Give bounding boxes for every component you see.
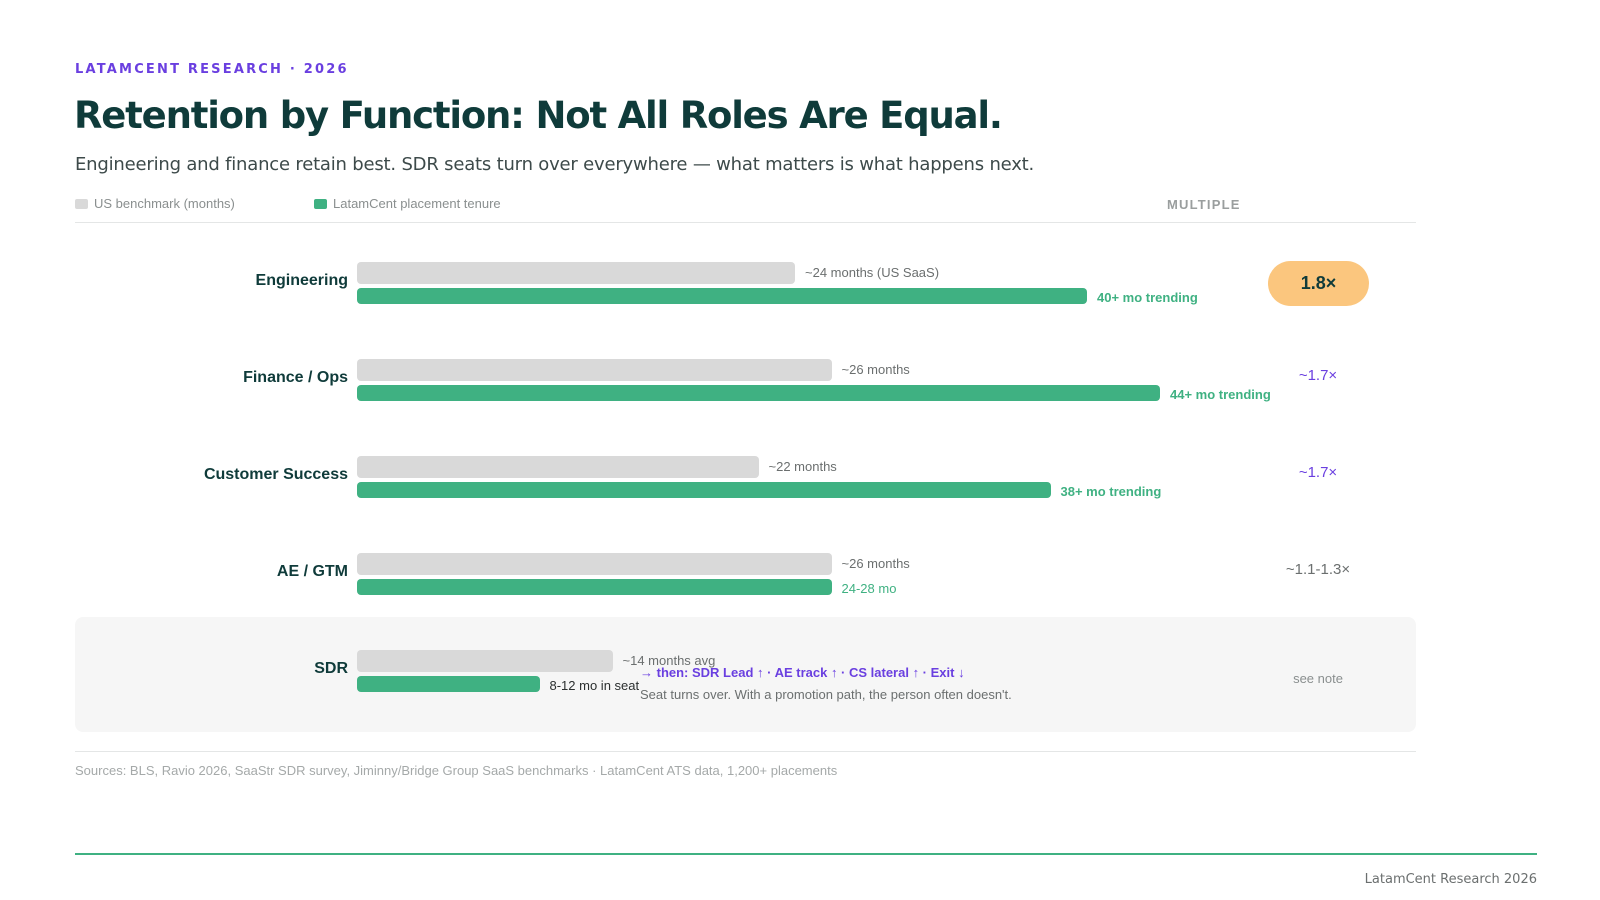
legend-us-swatch: [75, 198, 88, 209]
footer-credit: LatamCent Research 2026: [1364, 872, 1537, 887]
multiple-header: MULTIPLE: [1167, 197, 1241, 212]
bar-latamcent-tenure: [357, 676, 540, 692]
data-label-latamcent: 24-28 mo: [841, 581, 897, 596]
category-label: AE / GTM: [276, 563, 348, 580]
multiple-value: ~1.1-1.3×: [1285, 561, 1351, 578]
multiple-value: ~1.7×: [1298, 367, 1338, 384]
chart-row-engineering: Engineering ~24 months (US SaaS) 40+ mo tr…: [0, 261, 1600, 322]
data-label-latamcent: 40+ mo trending: [1097, 290, 1198, 305]
sdr-highlight-panel: [75, 617, 1416, 732]
multiple-value: ~1.7×: [1298, 464, 1338, 481]
header-divider: [75, 222, 1416, 223]
sdr-note: Seat turns over. With a promotion path, …: [640, 687, 1012, 702]
legend-us: US benchmark (months): [75, 196, 235, 211]
legend-lc-label: LatamCent placement tenure: [333, 196, 501, 211]
sources-note: Sources: BLS, Ravio 2026, SaaStr SDR sur…: [75, 763, 838, 778]
chart-row-ae-gtm: AE / GTM ~26 months 24-28 mo ~1.1-1.3×: [0, 553, 1600, 613]
sources-divider: [75, 751, 1416, 752]
footer-rule: [75, 853, 1537, 855]
chart-row-finance-ops: Finance / Ops ~26 months 44+ mo trending ~1…: [0, 359, 1600, 419]
bar-latamcent-tenure: [357, 385, 1160, 401]
data-label-latamcent: 44+ mo trending: [1170, 387, 1271, 402]
legend-lc-swatch: [314, 198, 327, 209]
category-label: SDR: [314, 660, 348, 677]
legend-us-label: US benchmark (months): [94, 196, 235, 211]
data-label-us: ~22 months: [768, 459, 837, 474]
sdr-career-path: → then: SDR Lead ↑ · AE track ↑ · CS lat…: [640, 665, 965, 680]
multiple-value: see note: [1293, 671, 1343, 686]
category-label: Customer Success: [203, 466, 348, 483]
multiple-badge: 1.8×: [1268, 261, 1369, 306]
data-label-us: ~24 months (US SaaS): [805, 265, 940, 280]
page-subtitle: Engineering and finance retain best. SDR…: [75, 154, 1035, 175]
bar-us-benchmark: [357, 650, 613, 672]
eyebrow: LATAMCENT RESEARCH · 2026: [75, 62, 349, 77]
data-label-us: ~14 months avg: [622, 653, 716, 668]
bar-us-benchmark: [357, 262, 795, 284]
bar-us-benchmark: [357, 456, 759, 478]
data-label-us: ~26 months: [841, 362, 910, 377]
data-label-latamcent: 38+ mo trending: [1060, 484, 1162, 499]
page-title: Retention by Function: Not All Roles Are…: [74, 94, 1003, 137]
bar-latamcent-tenure: [357, 482, 1051, 498]
legend-lc: LatamCent placement tenure: [314, 196, 501, 211]
category-label: Engineering: [255, 272, 348, 289]
bar-us-benchmark: [357, 359, 832, 381]
bar-us-benchmark: [357, 553, 832, 575]
data-label-latamcent: 8-12 mo in seat: [549, 678, 640, 693]
category-label: Finance / Ops: [243, 369, 348, 386]
bar-latamcent-tenure: [357, 579, 832, 595]
data-label-us: ~26 months: [841, 556, 910, 571]
chart-row-customer-success: Customer Success ~22 months 38+ mo trendin…: [0, 456, 1600, 516]
chart-row-sdr: SDR ~14 months avg 8-12 mo in seat see note…: [0, 650, 1600, 710]
bar-latamcent-tenure: [357, 288, 1087, 304]
